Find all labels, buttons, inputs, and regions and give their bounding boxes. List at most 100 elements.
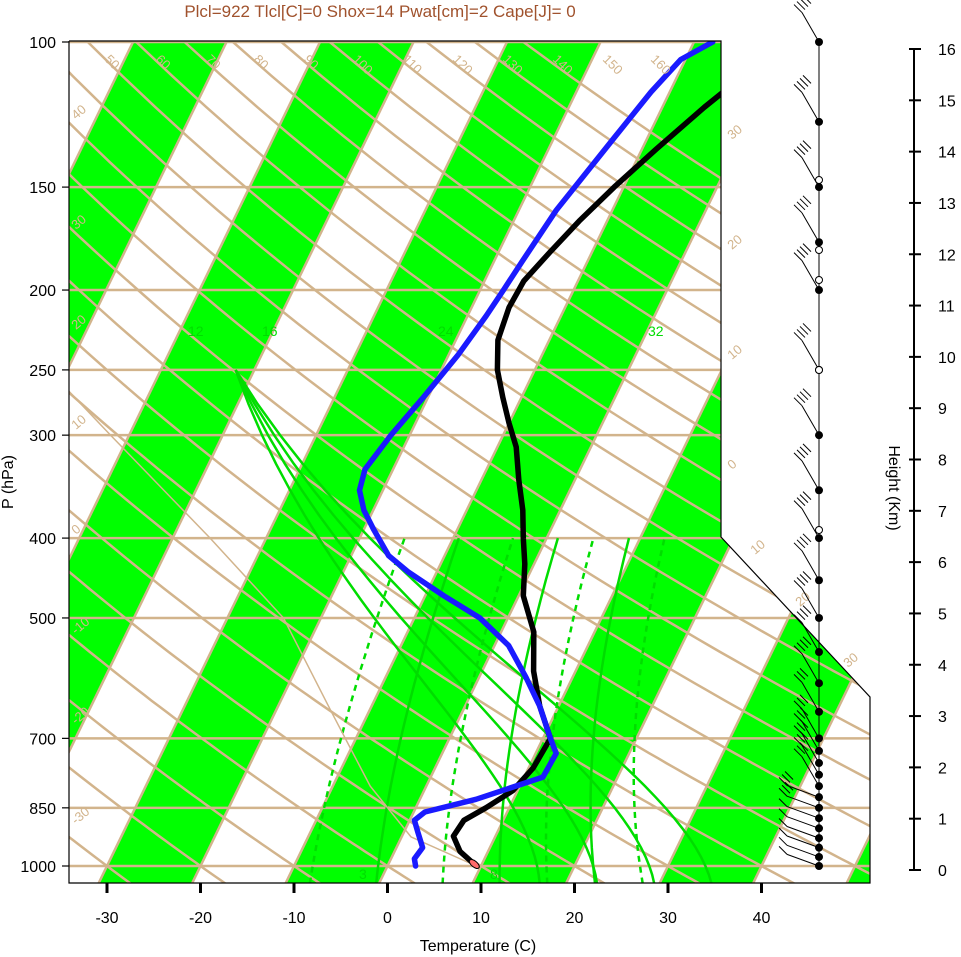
mixing-ratio-line: [308, 537, 406, 883]
wind-barb-feather: [793, 332, 803, 341]
wind-barb-feather: [793, 149, 803, 159]
wind-barb: [801, 508, 820, 539]
dry-adiabat: [69, 41, 321, 883]
wind-level-circle: [815, 176, 823, 184]
dry-adiabat: [69, 41, 870, 883]
wind-barb-feather: [802, 388, 812, 398]
wind-barb-feather: [781, 774, 791, 783]
wind-barb-feather: [796, 329, 806, 338]
temperature-band: [0, 20, 50, 890]
dry-adiabat: [69, 41, 227, 883]
height-tick-label: 6: [938, 555, 947, 572]
isotherm-label: 10: [724, 342, 745, 363]
isotherm-line: [0, 20, 50, 890]
wind-barb: [801, 405, 820, 436]
wind-level-circle: [815, 246, 823, 254]
height-axis-label: Height (Km): [885, 445, 902, 530]
wind-barb-feather: [778, 818, 788, 827]
height-tick-label: 13: [938, 196, 956, 213]
wind-barb-feather: [793, 748, 803, 758]
wind-barb-feather: [802, 323, 812, 332]
wind-barb-feather: [796, 497, 806, 507]
mixing-ratio-label: 16: [262, 323, 278, 339]
wind-barb-feather: [784, 771, 794, 780]
wind-barb-feather: [799, 446, 809, 456]
height-tick-label: 2: [938, 760, 947, 777]
moist-adiabat-line: [234, 369, 656, 883]
wind-barb-feather: [778, 846, 788, 855]
height-tick-label: 0: [938, 863, 947, 880]
wind-level-circle: [815, 366, 823, 374]
wind-barb: [801, 708, 820, 739]
isotherm-label: 20: [724, 232, 745, 253]
wind-barb-feather: [796, 671, 806, 680]
wind-barb: [786, 785, 820, 798]
wind-barb-feather: [793, 500, 803, 510]
wind-barb-feather: [793, 542, 803, 552]
dewpoint-line: [356, 41, 716, 869]
wind-barb-feather: [796, 733, 806, 743]
moist-adiabat-line: [234, 369, 713, 883]
wind-barb-feather: [796, 642, 806, 652]
isotherm-line: [69, 41, 239, 883]
dry-adiabat: [69, 41, 870, 883]
wind-barb: [786, 816, 820, 829]
wind-barb: [786, 826, 820, 839]
isotherm-label: 20: [792, 589, 813, 610]
wind-barb-feather: [802, 243, 812, 252]
wind-barb-feather: [799, 639, 809, 649]
wind-barb-feather: [802, 605, 812, 614]
wind-barb: [801, 460, 820, 491]
isotherm-line: [187, 41, 613, 883]
bottom-label: 8: [490, 866, 498, 882]
wind-barb: [801, 260, 820, 291]
wind-barb: [801, 340, 820, 371]
bottom-label: 3: [359, 866, 367, 882]
wind-barb-feather: [793, 84, 803, 93]
pressure-axis: 100 150 200 250 300 400 500 700 850 1000: [20, 35, 69, 876]
isotherm-label: 10: [68, 412, 89, 433]
mixing-ratio-label: 24: [438, 323, 454, 339]
temperature-tick-label: 0: [383, 910, 392, 927]
wind-barb-feather: [793, 614, 803, 623]
wind-barb-feather: [778, 808, 788, 818]
plot-frame: [68, 40, 871, 884]
isotherm-line: [69, 41, 145, 883]
temperature-band: [656, 41, 870, 883]
isotherm-line: [748, 41, 870, 883]
wind-barb: [801, 653, 820, 684]
wind-barb-feather: [802, 195, 812, 205]
temperature-line: [450, 41, 786, 869]
wind-barb-feather: [802, 533, 812, 543]
wind-barb: [801, 756, 820, 787]
mixing-ratio-line: [374, 537, 460, 883]
wind-barb-feather: [799, 143, 809, 153]
pressure-tick-label: 500: [29, 611, 56, 628]
wind-level-circle: [815, 276, 823, 284]
dry-adiabat: [69, 41, 701, 883]
height-tick-label: 11: [938, 299, 955, 316]
wind-barb-feather: [802, 571, 812, 580]
wind-barb: [801, 12, 820, 43]
height-tick-label: 15: [938, 93, 956, 110]
height-tick-label: 8: [938, 453, 947, 470]
dry-adiabat: [183, 41, 870, 883]
wind-barb-feather: [793, 4, 803, 13]
wind-barb-feather: [796, 394, 806, 404]
wind-barb-feather: [793, 580, 803, 589]
theta-label: 150: [600, 52, 626, 78]
mixing-ratio-line: [589, 537, 631, 883]
wind-barb-feather: [796, 1, 806, 10]
isotherm-label: 30: [840, 650, 861, 671]
sounding-series: [356, 41, 786, 869]
wind-barb-feather: [796, 577, 806, 586]
pressure-tick-label: 100: [29, 35, 56, 52]
dry-adiabat: [69, 41, 870, 883]
wind-barb-feather: [793, 204, 803, 214]
pressure-tick-label: 400: [29, 531, 56, 548]
wind-barb-feather: [799, 326, 809, 335]
pressure-tick-label: 300: [29, 428, 56, 445]
wind-barb-feather: [802, 636, 812, 646]
wind-barb-feather: [778, 787, 788, 797]
